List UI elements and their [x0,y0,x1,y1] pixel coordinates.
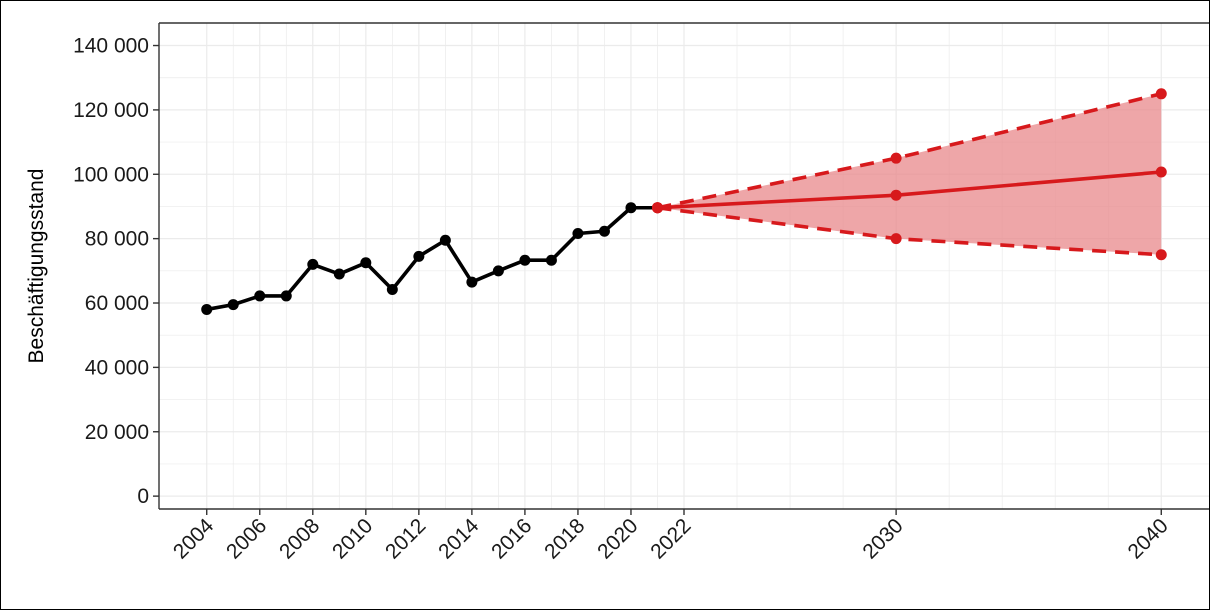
projection-point [890,189,902,201]
y-tick-label: 80 000 [85,228,149,251]
y-tick-label: 40 000 [85,356,149,379]
observed-point [519,254,531,266]
series-layer [201,88,1167,315]
x-tick-label: 2018 [540,514,589,563]
y-tick-label: 120 000 [73,99,149,122]
x-tick-label: 2012 [381,514,430,563]
y-tick-label: 60 000 [85,292,149,315]
upper-bound-point [890,152,902,164]
x-tick-label: 2008 [275,514,324,563]
observed-line [206,205,658,312]
observed-point [254,290,266,302]
x-tick-label: 2020 [593,514,642,563]
x-tick-label: 2010 [328,514,377,563]
x-tick-label: 2014 [434,514,484,564]
upper-bound-point [1155,88,1167,100]
y-tick-label: 140 000 [73,35,149,58]
confidence-band-layer [657,93,1162,255]
axis-layer: 0 20 000 40 000 60 000 80 000 100 000 120 000 1… [73,22,1209,564]
observed-point [386,283,398,295]
lower-bound-point [1155,249,1167,261]
x-tick-label: 2004 [169,514,219,564]
observed-point [413,250,425,262]
observed-point [439,234,451,246]
observed-point [545,254,557,266]
grid-layer [159,23,1209,509]
y-tick-label: 20 000 [85,421,149,444]
lower-bound-point [890,233,902,245]
observed-point [280,290,292,302]
x-tick-label: 2022 [646,514,695,563]
x-tick-label: 2030 [858,514,907,563]
observed-point [333,268,345,280]
observed-point [201,303,213,315]
observed-point [572,227,584,239]
y-tick-label: 0 [137,485,149,508]
lower-bound-point [651,202,663,214]
observed-point [227,299,239,311]
y-axis-title: Beschäftigungsstand [25,169,48,364]
x-tick-label: 2006 [222,514,271,563]
observed-point [466,276,478,288]
x-tick-label: 2016 [487,514,536,563]
projection-point [1155,166,1167,178]
observed-point [598,225,610,237]
observed-point [625,202,637,214]
x-tick-label: 2040 [1124,514,1173,563]
y-tick-label: 100 000 [73,163,149,186]
observed-point [492,265,504,277]
confidence-band [657,93,1162,255]
observed-point [360,257,372,269]
observed-point [307,258,319,270]
